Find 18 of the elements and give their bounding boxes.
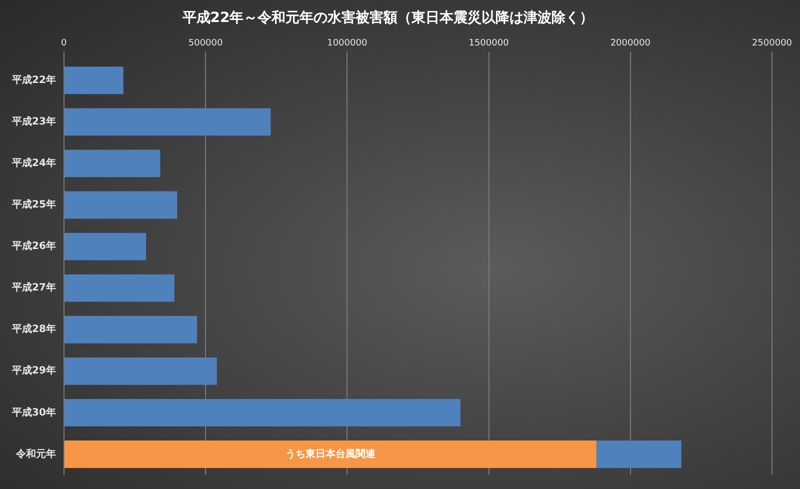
- y-tick-label: 平成28年: [10, 323, 56, 336]
- series-label: うち東日本台風関連: [285, 448, 376, 460]
- y-tick-label: 平成23年: [10, 116, 56, 128]
- x-tick-label: 1500000: [468, 38, 510, 49]
- y-tick-label: 平成30年: [10, 406, 56, 418]
- y-tick-label: 平成25年: [10, 198, 56, 211]
- y-tick-label: 平成24年: [10, 157, 56, 170]
- chart-title: 平成22年～令和元年の水害被害額（東日本震災以降は津波除く）: [181, 9, 594, 26]
- x-tick-label: 2000000: [610, 38, 651, 49]
- x-tick-label: 1000000: [327, 38, 368, 49]
- x-tick-label: 500000: [188, 38, 223, 49]
- y-tick-label: 平成27年: [10, 282, 56, 294]
- x-tick-label: 0: [61, 38, 68, 49]
- y-tick-label: 平成29年: [10, 364, 56, 377]
- y-tick-label: 平成26年: [10, 240, 56, 252]
- x-tick-label: 2500000: [752, 38, 792, 49]
- y-tick-label: 令和元年: [14, 448, 56, 460]
- y-tick-label: 平成22年: [10, 74, 56, 86]
